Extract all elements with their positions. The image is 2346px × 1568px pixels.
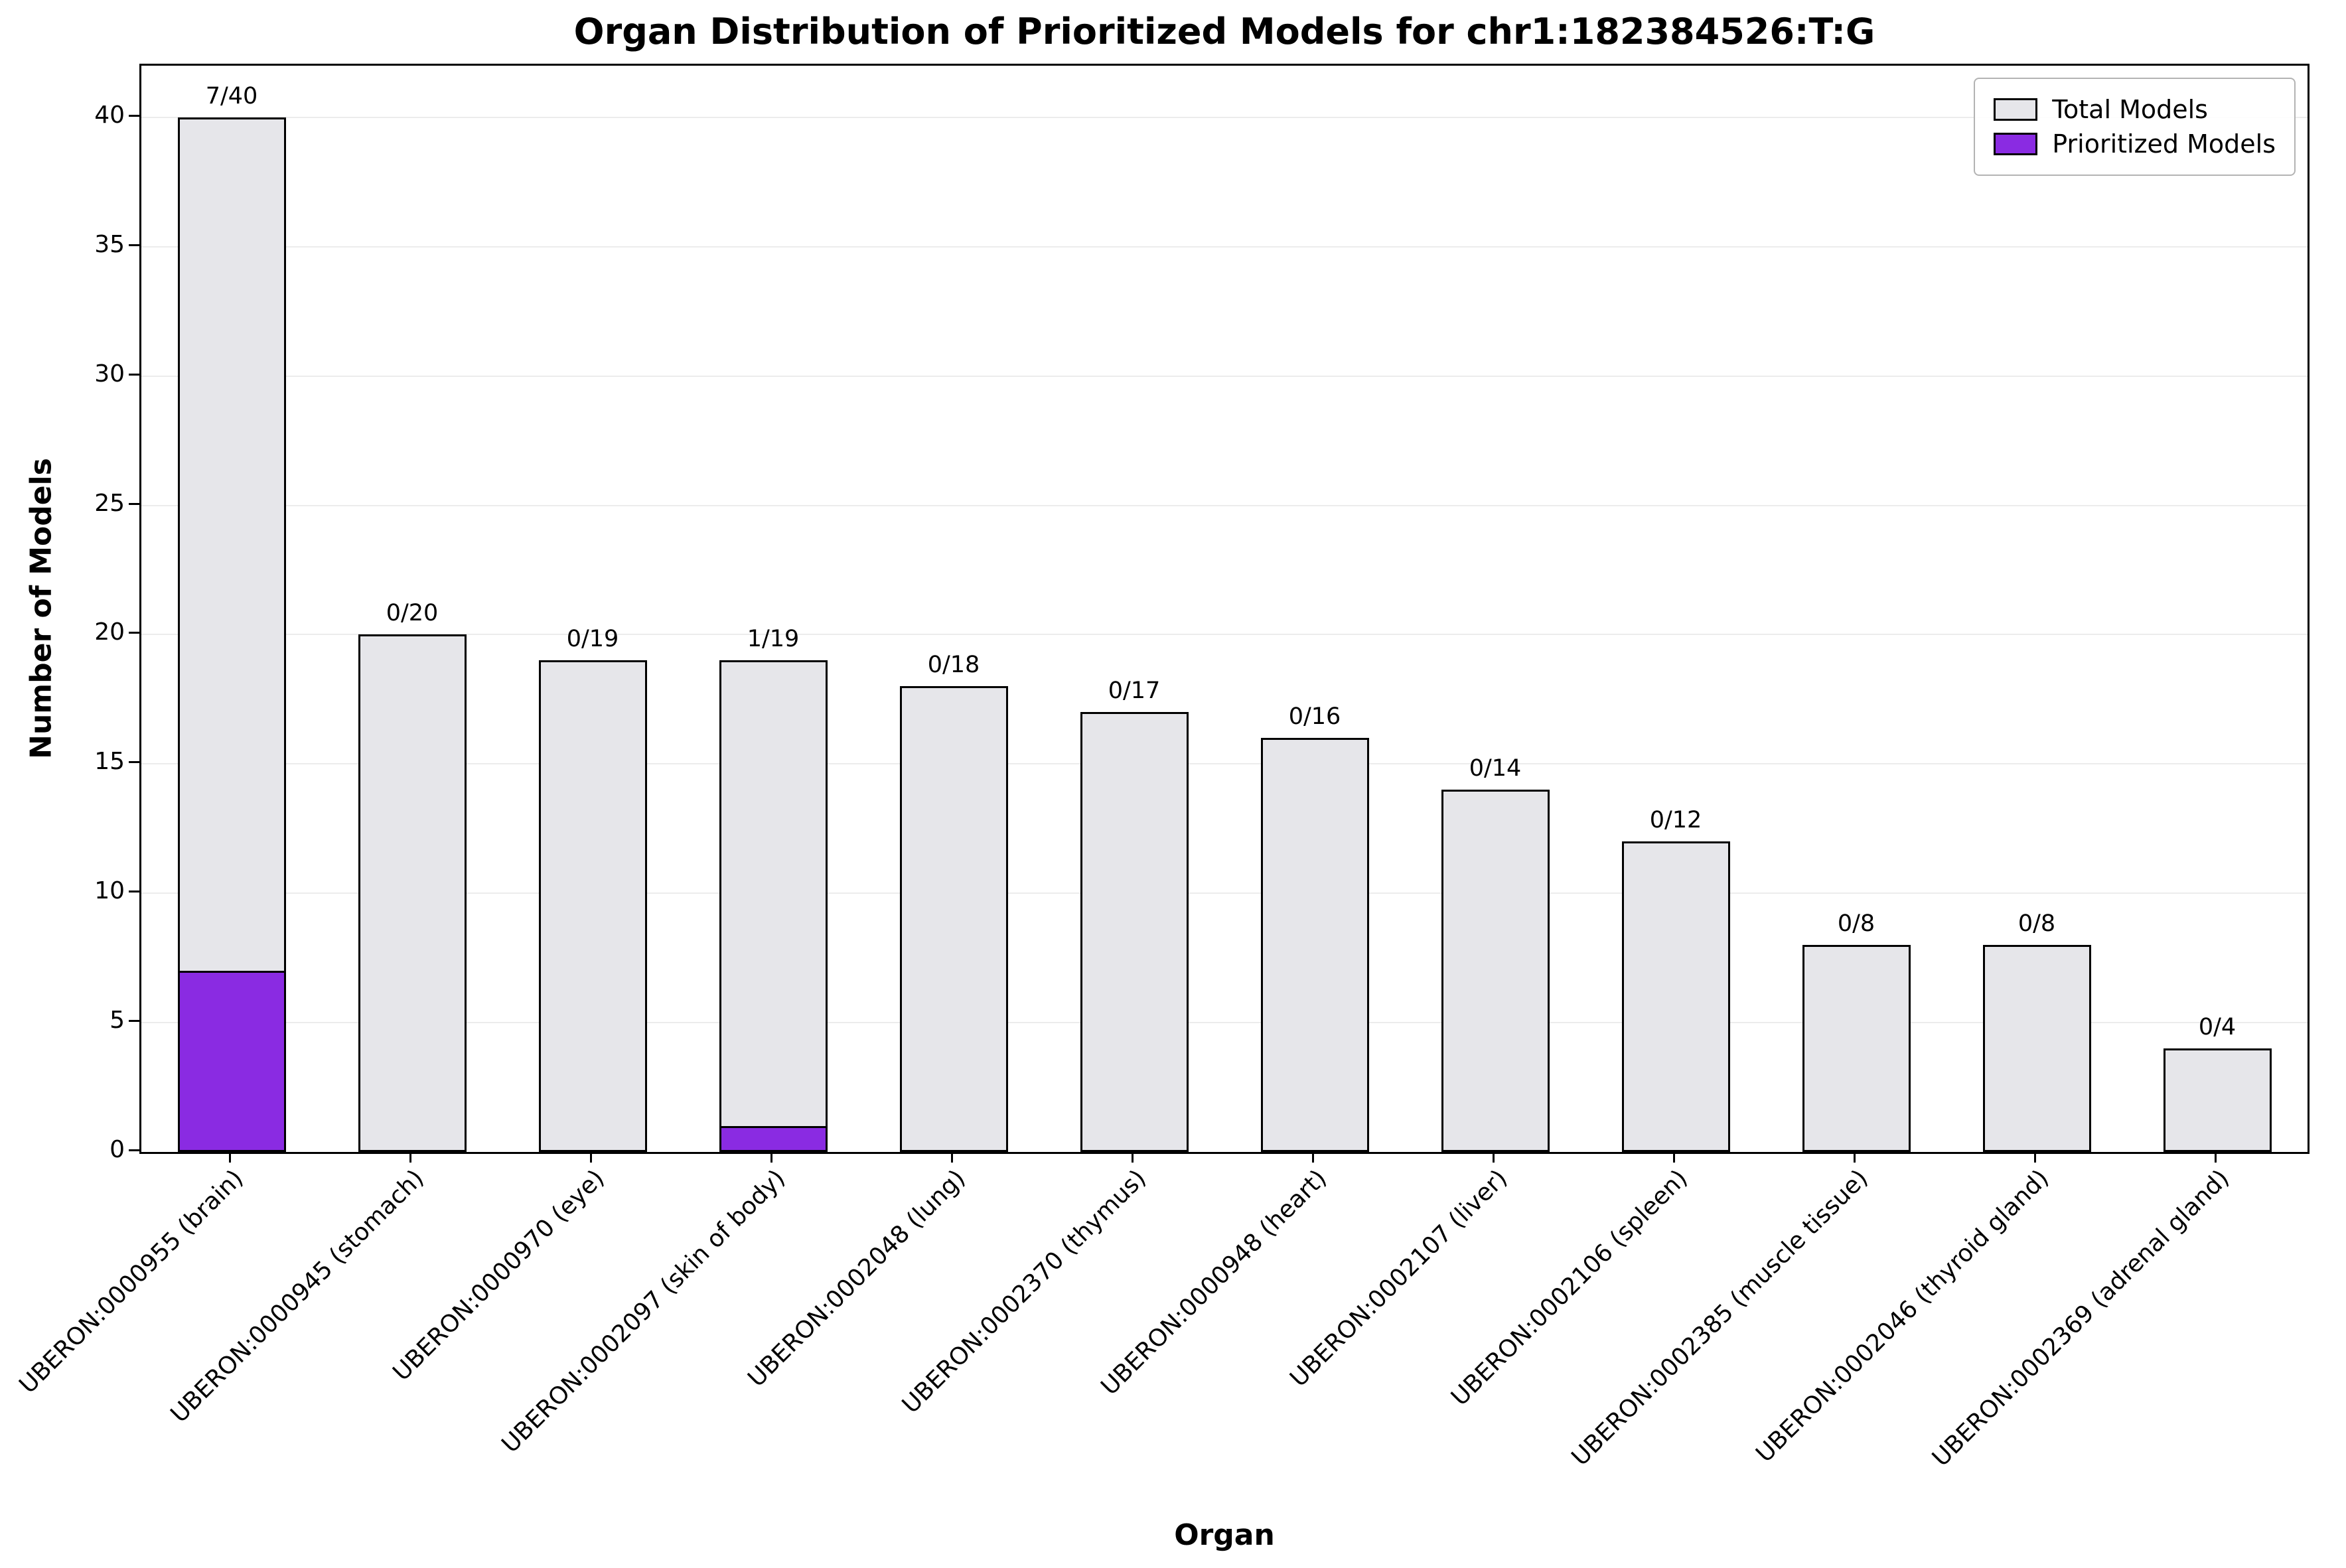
bar-total-models <box>900 686 1008 1152</box>
y-tick-label: 15 <box>94 748 125 776</box>
x-tick-label: UBERON:0002369 (adrenal gland) <box>1927 1165 2235 1472</box>
gridline <box>141 375 2308 377</box>
bar-total-models <box>2163 1048 2272 1152</box>
bar-prioritized-models <box>719 1126 828 1152</box>
y-tick-label: 25 <box>94 489 125 517</box>
legend-label-prioritized-models: Prioritized Models <box>2052 129 2276 159</box>
x-tick-mark <box>589 1152 592 1163</box>
gridline <box>141 1022 2308 1024</box>
x-tick-mark <box>2214 1152 2217 1163</box>
bar-count-annotation: 0/20 <box>386 600 439 627</box>
x-tick-label: UBERON:0002385 (muscle tissue) <box>1566 1165 1873 1472</box>
bar-count-annotation: 0/4 <box>2198 1014 2236 1041</box>
y-tick-mark <box>129 761 139 764</box>
x-tick-mark <box>228 1152 231 1163</box>
y-tick-mark <box>129 244 139 246</box>
y-tick-mark <box>129 502 139 505</box>
bar-total-models <box>719 660 828 1152</box>
y-tick-label: 30 <box>94 360 125 388</box>
x-tick-label: UBERON:0002046 (thyroid gland) <box>1751 1165 2054 1468</box>
y-tick-mark <box>129 891 139 893</box>
x-tick-mark <box>1311 1152 1314 1163</box>
bar-prioritized-models <box>178 971 286 1152</box>
x-tick-mark <box>770 1152 772 1163</box>
bar-count-annotation: 0/8 <box>2017 910 2056 938</box>
y-tick-mark <box>129 1149 139 1151</box>
y-tick-label: 20 <box>94 618 125 646</box>
x-tick-label: UBERON:0002048 (lung) <box>743 1165 971 1393</box>
x-tick-mark <box>1672 1152 1675 1163</box>
bar-total-models <box>1080 712 1189 1152</box>
gridline <box>141 763 2308 765</box>
gridline <box>141 504 2308 506</box>
gridline <box>141 892 2308 894</box>
gridline <box>141 246 2308 248</box>
x-tick-label: UBERON:0000970 (eye) <box>388 1165 610 1387</box>
bar-count-annotation: 0/17 <box>1108 677 1161 705</box>
x-tick-mark <box>1492 1152 1495 1163</box>
bar-count-annotation: 0/14 <box>1469 755 1522 782</box>
bar-count-annotation: 0/8 <box>1837 910 1875 938</box>
y-tick-label: 35 <box>94 230 125 258</box>
bar-total-models <box>1622 841 1730 1152</box>
y-tick-label: 10 <box>94 877 125 905</box>
x-axis-label: Organ <box>1174 1518 1275 1552</box>
legend-label-total-models: Total Models <box>2052 95 2208 124</box>
gridline <box>141 634 2308 636</box>
bar-total-models <box>1441 790 1550 1152</box>
legend-swatch-prioritized-models <box>1994 133 2038 155</box>
bar-total-models <box>1802 945 1911 1152</box>
bar-total-models <box>1261 738 1369 1152</box>
bar-total-models <box>358 634 467 1152</box>
y-tick-mark <box>129 1020 139 1023</box>
bar-count-annotation: 0/16 <box>1288 703 1341 731</box>
bar-count-annotation: 1/19 <box>747 626 800 653</box>
y-tick-label: 5 <box>110 1007 125 1034</box>
legend-swatch-total-models <box>1994 98 2038 121</box>
x-tick-mark <box>2033 1152 2036 1163</box>
x-tick-mark <box>1853 1152 1856 1163</box>
bar-total-models <box>1983 945 2091 1152</box>
y-tick-label: 0 <box>110 1136 125 1163</box>
legend-item-prioritized-models: Prioritized Models <box>1994 127 2276 161</box>
bar-count-annotation: 0/18 <box>927 652 980 679</box>
y-tick-mark <box>129 373 139 376</box>
chart-title: Organ Distribution of Prioritized Models… <box>573 11 1875 52</box>
y-tick-label: 40 <box>94 101 125 129</box>
x-tick-mark <box>1131 1152 1134 1163</box>
legend-item-total-models: Total Models <box>1994 92 2276 127</box>
x-tick-label: UBERON:0002107 (liver) <box>1284 1165 1512 1393</box>
y-tick-mark <box>129 632 139 634</box>
bar-count-annotation: 0/19 <box>566 626 619 653</box>
y-tick-mark <box>129 114 139 117</box>
gridline <box>141 116 2308 118</box>
x-tick-mark <box>409 1152 411 1163</box>
legend: Total Models Prioritized Models <box>1974 78 2296 176</box>
plot-area: Total Models Prioritized Models 7/40 0/20… <box>139 64 2309 1154</box>
bar-count-annotation: 0/12 <box>1649 807 1702 834</box>
bar-count-annotation: 7/40 <box>205 82 258 109</box>
x-tick-label: UBERON:0002097 (skin of body) <box>496 1165 790 1459</box>
x-tick-mark <box>950 1152 953 1163</box>
bar-total-models <box>539 660 647 1152</box>
